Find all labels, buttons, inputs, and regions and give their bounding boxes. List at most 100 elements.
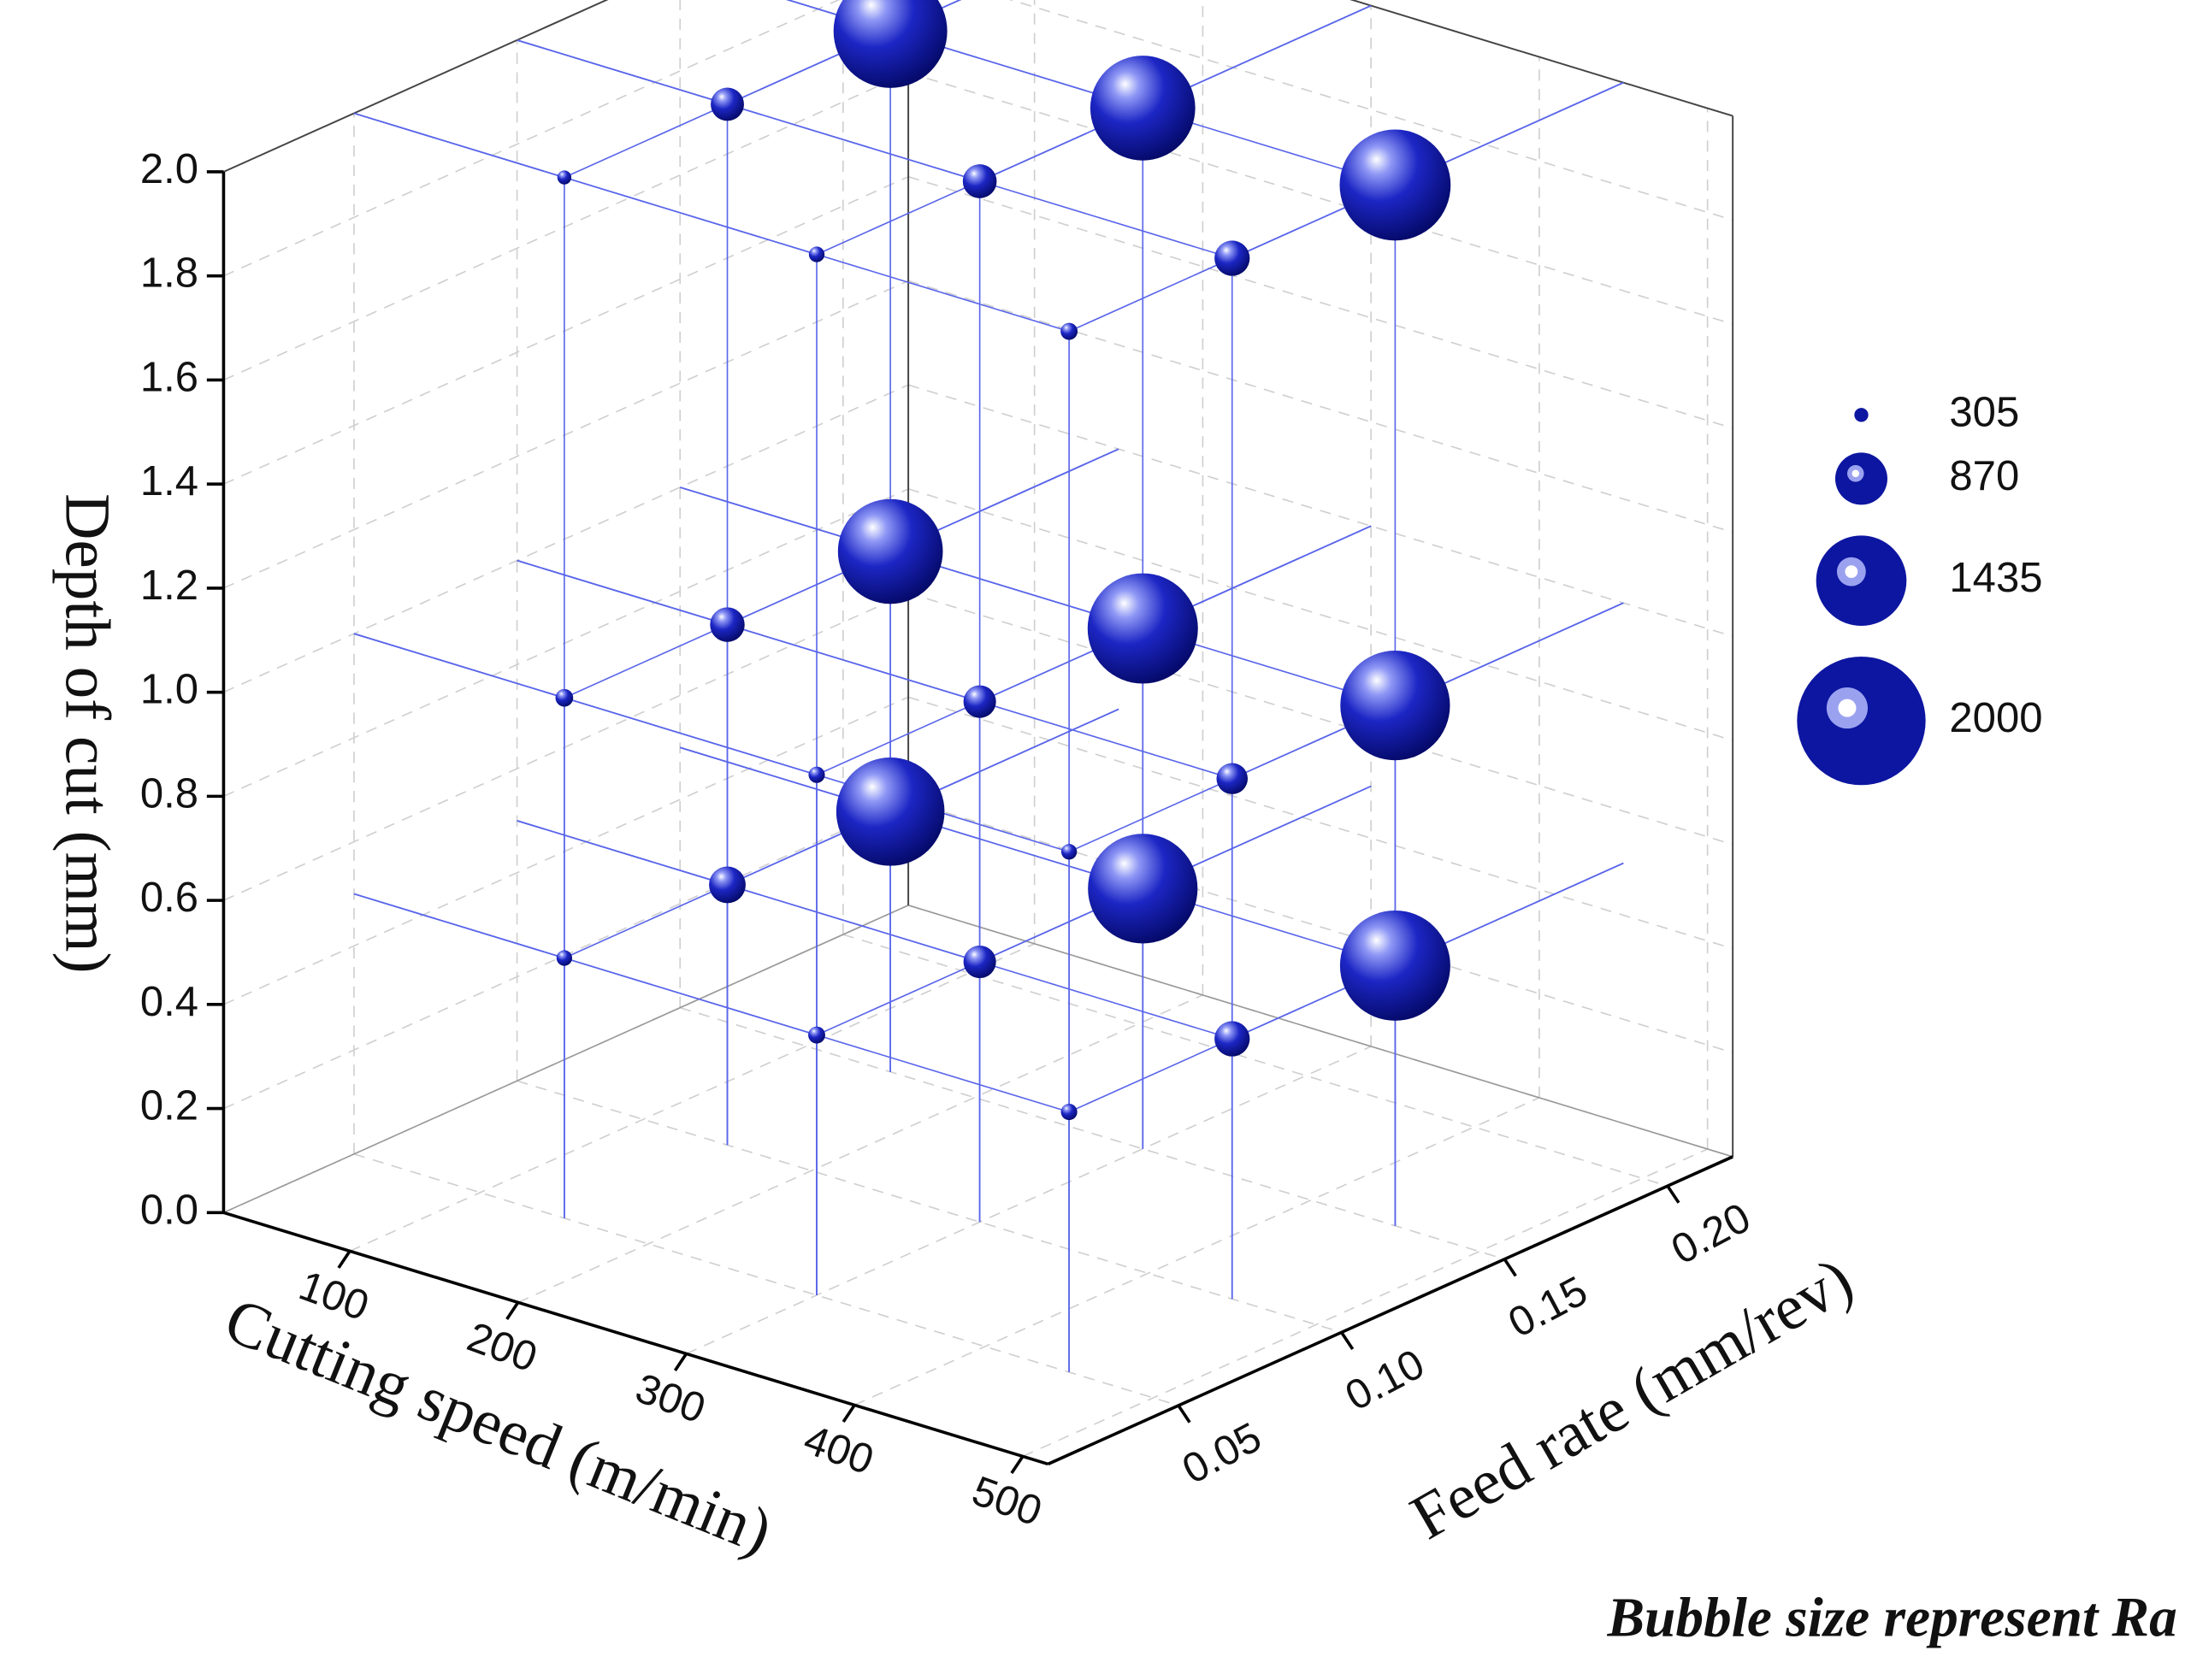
- guide-line: [679, 746, 1396, 967]
- bubble: [808, 1026, 825, 1044]
- bubble: [710, 607, 745, 642]
- y-tick: [1177, 1404, 1191, 1424]
- z-tick-label: 1.2: [140, 563, 198, 609]
- x-axis: [222, 1211, 1049, 1466]
- y-tick-label: 0.05: [1175, 1414, 1269, 1493]
- grid-line: [223, 488, 909, 798]
- bubble: [836, 757, 945, 866]
- grid-line: [1022, 1148, 1708, 1458]
- y-tick-label: 0.15: [1501, 1268, 1595, 1347]
- legend-label: 1435: [1949, 555, 2042, 601]
- bubble: [1339, 129, 1451, 241]
- annotation: Bubble size represent Ra: [1606, 1588, 2176, 1649]
- z-tick-label: 1.4: [140, 458, 198, 504]
- bubble: [1090, 56, 1196, 161]
- guide-line: [517, 820, 1232, 1040]
- legend-bubble: [1854, 408, 1869, 422]
- grid-line: [686, 1046, 1372, 1355]
- grid-line: [842, 934, 1668, 1187]
- y-axis: [1047, 1155, 1733, 1466]
- guide-line: [353, 633, 1070, 853]
- bubble: [833, 0, 948, 88]
- guide-line: [353, 893, 1070, 1113]
- z-axis-title: Depth of cut (mm): [52, 493, 123, 973]
- legend-label: 2000: [1949, 695, 2042, 741]
- grid-line: [679, 1006, 1505, 1260]
- box-edge: [223, 0, 609, 173]
- grid-line: [223, 592, 909, 901]
- grid-line: [907, 175, 1733, 429]
- z-tick-label: 0.2: [140, 1083, 198, 1129]
- grid-line: [223, 280, 909, 589]
- grid-line: [907, 72, 1733, 325]
- guide-line: [517, 559, 1232, 780]
- x-tick-label: 400: [798, 1417, 879, 1484]
- plot-area: Depth of cut (mm) Cutting speed (m/min) …: [52, 0, 2177, 1649]
- x-tick-label: 300: [629, 1365, 711, 1433]
- x-tick-label: 500: [966, 1468, 1048, 1536]
- x-tick-label: 200: [462, 1314, 543, 1382]
- bubble: [1060, 844, 1078, 860]
- bubble: [1214, 1021, 1250, 1057]
- grid-line: [907, 800, 1733, 1054]
- bubble: [1060, 322, 1078, 340]
- grid-line: [223, 384, 909, 693]
- bubble: [808, 766, 825, 783]
- legend-highlight: [1845, 565, 1858, 579]
- z-tick-label: 0.0: [140, 1187, 198, 1233]
- guide-line: [786, 0, 1396, 186]
- bubble: [711, 87, 744, 121]
- grid-line: [907, 696, 1733, 950]
- guide-line: [517, 39, 1232, 259]
- z-tick-label: 1.6: [140, 354, 198, 400]
- guide-line: [353, 112, 1070, 333]
- bubble: [556, 950, 573, 966]
- y-tick: [1666, 1185, 1680, 1204]
- bubble: [963, 945, 996, 979]
- z-tick-label: 0.8: [140, 770, 198, 816]
- bubble: [962, 164, 997, 198]
- guide-line: [679, 486, 1396, 706]
- x-tick: [1010, 1455, 1025, 1475]
- grid-line: [353, 1153, 1179, 1406]
- grid-line: [223, 0, 841, 277]
- y-tick: [1340, 1331, 1355, 1350]
- x-tick: [505, 1301, 520, 1320]
- grid-line: [907, 280, 1733, 533]
- grid-line: [1008, 0, 1733, 221]
- grid-line: [517, 994, 1203, 1304]
- bubble: [808, 246, 825, 262]
- legend-highlight: [1838, 699, 1857, 717]
- bubble: [1087, 573, 1198, 684]
- z-tick-label: 1.0: [140, 667, 198, 713]
- bubble: [963, 685, 996, 718]
- z-tick-label: 0.4: [140, 979, 198, 1025]
- grid-line: [517, 1080, 1342, 1334]
- bubble: [1088, 834, 1198, 944]
- grid-line: [853, 1097, 1540, 1406]
- z-tick-label: 1.8: [140, 251, 198, 297]
- grid-line: [223, 0, 609, 173]
- grid-line: [223, 175, 909, 485]
- box-edge: [1349, 0, 1733, 117]
- bubble: [1216, 763, 1249, 794]
- bubble: [1339, 910, 1450, 1021]
- bubble: [1214, 240, 1250, 276]
- x-tick: [842, 1404, 856, 1424]
- legend-label: 870: [1949, 453, 2019, 499]
- legend-label: 305: [1949, 389, 2019, 435]
- grid-line: [907, 384, 1733, 638]
- y-axis-title: Feed rate (mm/rev): [1399, 1244, 1864, 1553]
- grid-line: [907, 488, 1733, 741]
- x-tick: [337, 1250, 351, 1269]
- y-tick-label: 0.10: [1338, 1341, 1432, 1419]
- y-tick: [1503, 1258, 1517, 1277]
- grid-line: [907, 592, 1733, 846]
- bubble: [557, 170, 572, 185]
- grid-line: [1349, 0, 1733, 117]
- guide-line: [816, 4, 1372, 256]
- legend-highlight: [1851, 469, 1860, 478]
- y-tick-label: 0.20: [1664, 1194, 1758, 1273]
- z-tick-label: 2.0: [140, 146, 198, 192]
